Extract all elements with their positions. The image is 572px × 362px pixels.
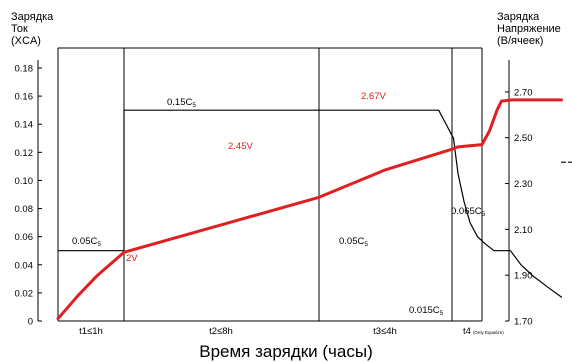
phase-label: t4 (Only Equalize) xyxy=(463,326,504,337)
right-axis-tick-label: 2.30 xyxy=(514,179,533,190)
label-0015c5: 0.015C5 xyxy=(409,305,444,317)
left-axis-tick-label: 0.10 xyxy=(15,176,34,187)
right-axis-tick-label: 2.50 xyxy=(514,133,533,144)
left-axis-title: Зарядка Ток (XCA) xyxy=(11,11,54,47)
voltage-curve xyxy=(56,98,563,321)
left-axis-tick-label: 0.14 xyxy=(15,120,34,131)
left-axis-tick-label: 0.04 xyxy=(15,260,34,271)
label-005c5-t3: 0.05C5 xyxy=(339,236,368,248)
x-axis-title: Время зарядки (часы) xyxy=(199,342,373,361)
phase-label: t2≤8h xyxy=(209,326,233,337)
left-axis-tick-label: 0.12 xyxy=(15,148,34,159)
phase-label: t1≤1h xyxy=(79,326,103,337)
phase-label: t3≤4h xyxy=(373,326,397,337)
label-015c5-subscript: 5 xyxy=(192,102,196,109)
right-axis-tick-label: 2.10 xyxy=(514,225,533,236)
left-axis-tick-label: 0.02 xyxy=(15,288,34,299)
left-axis-tick-label: 0.18 xyxy=(15,64,34,75)
right-axis-tick-label: 1.70 xyxy=(514,317,533,328)
label-005c5-t1: 0.05C5 xyxy=(72,236,101,248)
left-axis-tick-label: 0 xyxy=(28,317,33,328)
left-axis-tick-label: 0.08 xyxy=(15,204,34,215)
right-axis-tick-label: 2.70 xyxy=(514,87,533,98)
current-curve xyxy=(57,109,563,298)
phase-note: (Only Equalize) xyxy=(473,330,504,335)
label-0065c5: 0.065C5 xyxy=(451,206,486,218)
label-267v: 2.67V xyxy=(361,91,386,102)
left-axis-tick-label: 0.16 xyxy=(15,92,34,103)
right-axis-title: Зарядка Напряжение (В/ячеек) xyxy=(497,11,561,47)
label-005c5-t3-subscript: 5 xyxy=(364,241,368,248)
left-axis-tick-label: 0.06 xyxy=(15,232,34,243)
label-245v: 2.45V xyxy=(228,141,253,152)
label-005c5-t1-subscript: 5 xyxy=(97,241,101,248)
right-axis-tick-label: 1.90 xyxy=(514,271,533,282)
label-0065c5-subscript: 5 xyxy=(482,211,486,218)
label-015c5: 0.15C5 xyxy=(167,97,196,109)
label-2v: 2V xyxy=(126,253,138,264)
label-0015c5-subscript: 5 xyxy=(440,310,444,317)
